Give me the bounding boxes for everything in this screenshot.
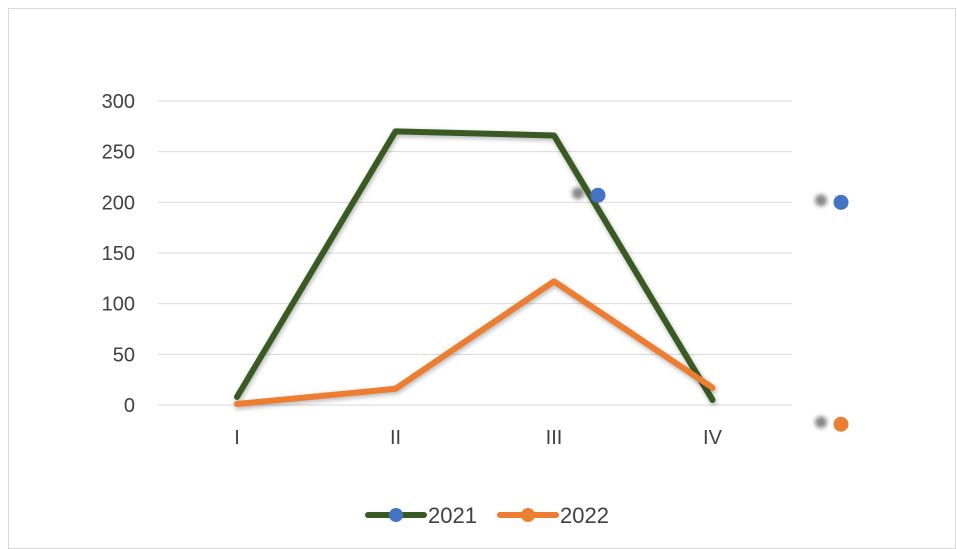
- y-tick-label: 100: [102, 294, 135, 316]
- legend-marker-swatch: [521, 508, 535, 522]
- series-line-2021: [234, 128, 716, 403]
- x-tick-label: II: [390, 427, 401, 449]
- x-tick-label: III: [546, 427, 563, 449]
- series-lines: [234, 128, 717, 410]
- y-tick-label: 50: [113, 344, 135, 366]
- gridlines: [158, 100, 792, 406]
- data-marker-2021: [833, 194, 849, 210]
- series-line-shadow-2022: [234, 279, 717, 410]
- detached-markers: [572, 187, 849, 432]
- legend-item-2021[interactable]: 2021: [365, 503, 477, 528]
- y-tick-label: 250: [102, 142, 135, 164]
- y-tick-label: 150: [102, 243, 135, 265]
- y-axis-ticks: 0 50 100 150 200 250 300: [102, 91, 135, 417]
- x-tick-label: IV: [703, 427, 723, 449]
- x-tick-label: I: [234, 427, 240, 449]
- data-marker-2022: [833, 416, 849, 432]
- legend-marker-swatch: [389, 508, 403, 522]
- marker-shadow: [815, 194, 827, 207]
- y-tick-label: 200: [102, 192, 135, 214]
- legend-item-2022[interactable]: 2022: [497, 503, 609, 528]
- marker-shadow: [815, 416, 827, 429]
- marker-shadow: [572, 187, 584, 200]
- series-line-shadow-2021: [234, 129, 717, 406]
- y-tick-label: 300: [102, 91, 135, 113]
- legend[interactable]: 2021 2022: [365, 503, 609, 528]
- x-axis-ticks: I II III IV: [234, 427, 722, 449]
- data-marker-2021: [590, 187, 606, 203]
- legend-label: 2022: [560, 503, 609, 528]
- series-line-2022: [234, 278, 716, 407]
- y-tick-label: 0: [124, 395, 135, 417]
- legend-label: 2021: [428, 503, 477, 528]
- chart-frame: [8, 8, 956, 549]
